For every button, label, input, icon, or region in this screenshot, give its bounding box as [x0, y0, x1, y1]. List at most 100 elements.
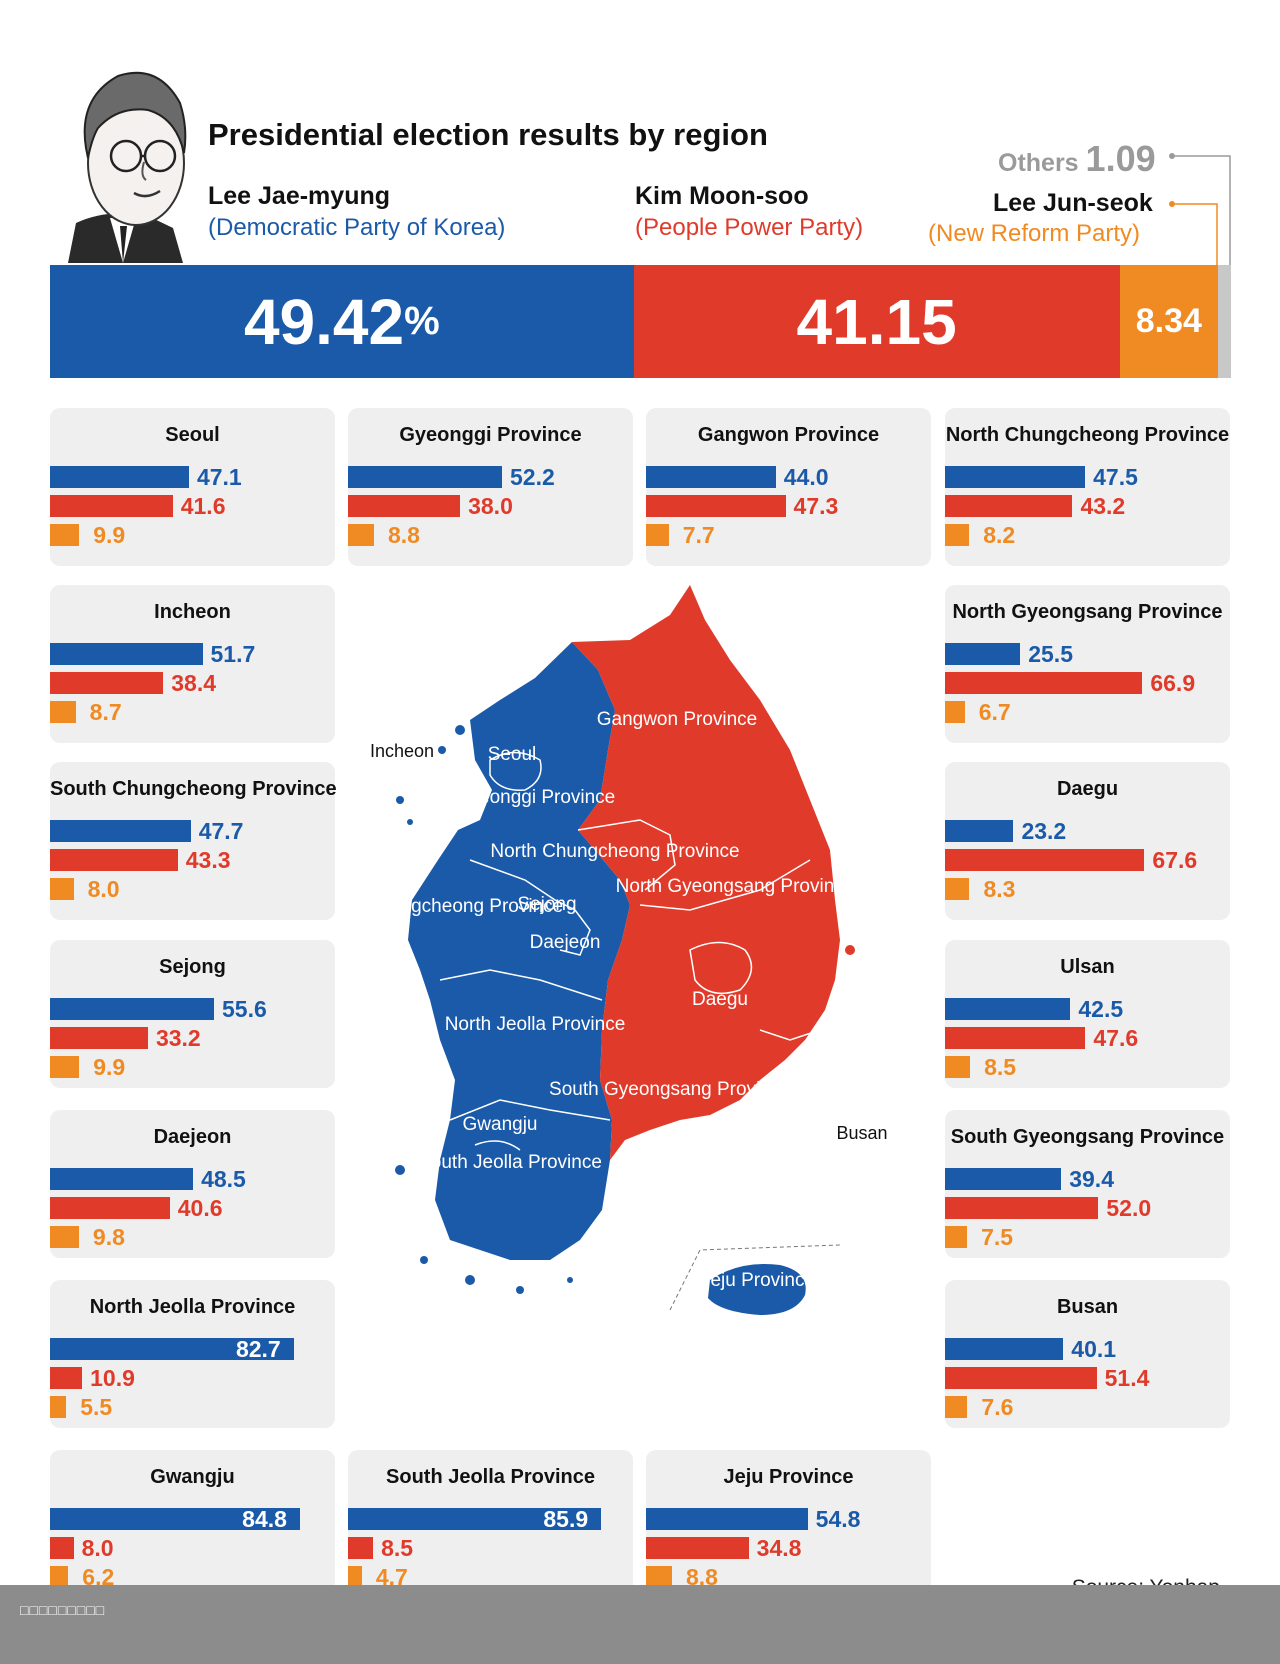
korea-map: Incheon Seoul Gyeonggi Province Gangwon …	[340, 585, 888, 1315]
total-bar-kim-ms: 41.15	[633, 265, 1120, 378]
leader-lines	[1169, 153, 1231, 265]
bar-lee-js	[50, 878, 74, 900]
region-card-gwangju: Gwangju 84.8 8.0 6.2	[50, 1450, 335, 1598]
others-label: Others 1.09	[998, 138, 1156, 180]
kim-ms-name: Kim Moon-soo	[635, 182, 809, 210]
value-kim-ms: 67.6	[1152, 847, 1198, 873]
map-label-ulsan: Ulsan	[794, 1054, 843, 1075]
bar-lee-jm	[50, 820, 191, 842]
value-lee-js: 9.8	[92, 1224, 125, 1250]
value-kim-ms: 34.8	[756, 1535, 802, 1561]
total-bar-lee-jm-value: 49.42	[243, 285, 405, 358]
value-lee-js: 8.7	[89, 699, 122, 725]
map-jeju	[708, 1264, 806, 1315]
bar-lee-js	[646, 1566, 672, 1588]
bar-lee-js	[50, 1566, 69, 1588]
bar-lee-jm	[50, 643, 203, 665]
lee-jm-name: Lee Jae-myung	[208, 182, 391, 210]
value-kim-ms: 66.9	[1150, 670, 1196, 696]
region-card-south-jeolla-province: South Jeolla Province 85.9 8.5 4.7	[348, 1450, 633, 1598]
value-kim-ms: 51.4	[1104, 1365, 1150, 1391]
bar-lee-jm	[50, 1338, 294, 1360]
bar-kim-ms	[50, 672, 164, 694]
region-card-seoul: Seoul 47.1 41.6 9.9	[50, 408, 335, 566]
region-name: Gwangju	[150, 1466, 235, 1488]
value-lee-jm: 52.2	[509, 464, 555, 490]
bar-kim-ms	[348, 1537, 374, 1559]
region-name: North Jeolla Province	[89, 1296, 296, 1318]
value-lee-js: 7.6	[981, 1394, 1014, 1420]
bar-kim-ms	[50, 495, 173, 517]
bar-kim-ms	[50, 1197, 170, 1219]
bar-kim-ms	[945, 1197, 1099, 1219]
region-name: South Jeolla Province	[386, 1466, 595, 1488]
value-lee-jm: 85.9	[543, 1506, 589, 1532]
region-name: Incheon	[154, 601, 231, 623]
value-kim-ms: 38.0	[468, 493, 513, 519]
bar-lee-js	[348, 1566, 362, 1588]
bar-lee-js	[945, 878, 970, 900]
value-kim-ms: 47.3	[793, 493, 839, 519]
bar-lee-jm	[945, 1168, 1062, 1190]
value-kim-ms: 10.9	[90, 1365, 135, 1391]
region-name: North Gyeongsang Province	[952, 601, 1223, 623]
value-kim-ms: 38.4	[171, 670, 217, 696]
bar-lee-jm	[646, 466, 776, 488]
map-red-region	[572, 585, 840, 1160]
bar-kim-ms	[945, 672, 1143, 694]
value-lee-js: 7.7	[682, 522, 715, 548]
value-lee-jm: 51.7	[210, 641, 256, 667]
value-lee-jm: 42.5	[1078, 996, 1124, 1022]
value-lee-jm: 39.4	[1069, 1166, 1114, 1192]
bar-lee-jm	[50, 1168, 194, 1190]
map-label-south-gyeongsang: South Gyeongsang Province	[549, 1079, 791, 1100]
bar-lee-js	[50, 1226, 79, 1248]
region-card-south-gyeongsang-province: South Gyeongsang Province 39.4 52.0 7.5	[945, 1110, 1230, 1258]
region-card-gangwon-province: Gangwon Province 44.0 47.3 7.7	[646, 408, 931, 566]
map-blue-region	[408, 642, 630, 1260]
bar-lee-jm	[945, 1338, 1064, 1360]
map-label-gwangju: Gwangju	[463, 1114, 538, 1135]
value-kim-ms: 8.0	[81, 1535, 114, 1561]
region-card-jeju-province: Jeju Province 54.8 34.8 8.8	[646, 1450, 931, 1598]
value-lee-jm: 44.0	[783, 464, 829, 490]
value-lee-js: 8.3	[983, 876, 1016, 902]
bar-lee-js	[50, 1396, 67, 1418]
kim-ms-party: (People Power Party)	[635, 214, 864, 241]
value-kim-ms: 43.2	[1080, 493, 1126, 519]
bar-lee-jm	[50, 1508, 301, 1530]
value-lee-js: 9.9	[93, 1054, 126, 1080]
bar-kim-ms	[50, 1537, 74, 1559]
lee-js-party: (New Reform Party)	[928, 220, 1141, 247]
bar-kim-ms	[50, 1367, 83, 1389]
bar-kim-ms	[50, 1027, 148, 1049]
region-name: South Chungcheong Province	[50, 778, 337, 800]
bar-lee-js	[945, 701, 965, 723]
value-lee-jm: 25.5	[1028, 641, 1073, 667]
region-name: Jeju Province	[723, 1466, 854, 1488]
total-bar-lee-js: 8.34	[1119, 265, 1219, 378]
bar-kim-ms	[945, 1367, 1097, 1389]
value-kim-ms: 41.6	[180, 493, 226, 519]
region-name: Seoul	[165, 424, 220, 446]
bar-kim-ms	[945, 849, 1145, 871]
bar-lee-jm	[945, 998, 1071, 1020]
bar-lee-js	[50, 701, 76, 723]
value-lee-jm: 23.2	[1021, 818, 1067, 844]
value-kim-ms: 43.3	[185, 847, 231, 873]
bar-lee-jm	[348, 466, 502, 488]
value-lee-jm: 47.5	[1093, 464, 1138, 490]
region-name: Ulsan	[1060, 956, 1115, 978]
bar-kim-ms	[50, 849, 178, 871]
bar-lee-jm	[945, 643, 1021, 665]
footer-bar	[0, 1585, 1280, 1664]
region-card-north-chungcheong-province: North Chungcheong Province 47.5 43.2 8.2	[945, 408, 1230, 566]
region-name: Gyeonggi Province	[399, 424, 582, 446]
region-name: Daegu	[1056, 778, 1119, 800]
bar-lee-jm	[50, 998, 215, 1020]
region-name: South Gyeongsang Province	[950, 1126, 1225, 1148]
bar-lee-js	[348, 524, 374, 546]
map-label-seoul: Seoul	[488, 744, 537, 765]
bar-lee-jm	[50, 466, 189, 488]
map-label-gangwon: Gangwon Province	[597, 709, 758, 730]
